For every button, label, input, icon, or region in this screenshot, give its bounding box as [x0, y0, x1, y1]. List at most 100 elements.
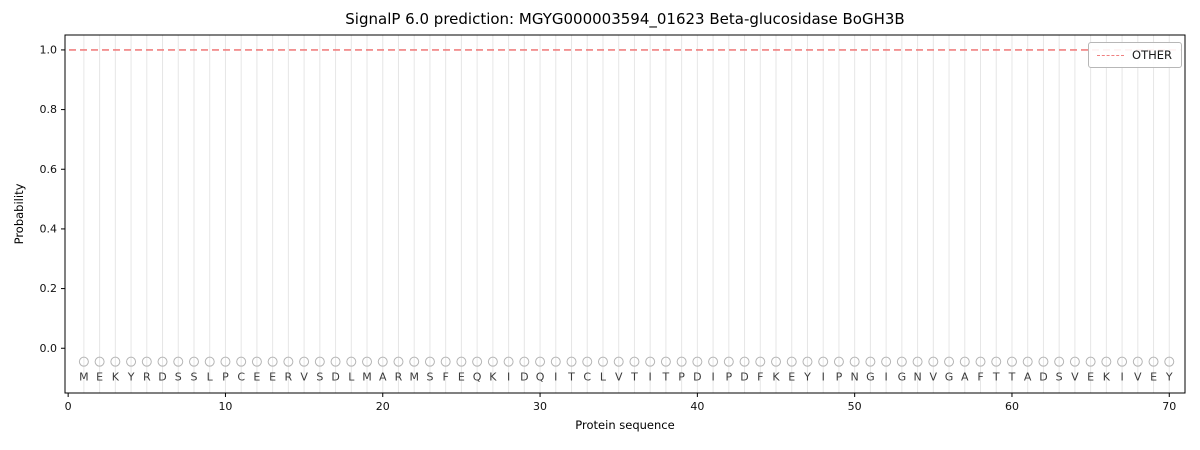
- residue-marker: [912, 356, 923, 367]
- residue-letter: D: [520, 371, 528, 384]
- residue-letter: P: [836, 371, 843, 384]
- residue-marker: [173, 356, 184, 367]
- residue-letter: P: [678, 371, 685, 384]
- residue-marker: [267, 356, 278, 367]
- residue-letter: D: [1039, 371, 1047, 384]
- svg-text:0.2: 0.2: [40, 282, 58, 295]
- residue-letter: S: [426, 371, 433, 384]
- residue-letter: F: [443, 371, 449, 384]
- residue-marker: [346, 356, 357, 367]
- residue-marker: [236, 356, 247, 367]
- svg-text:20: 20: [376, 400, 390, 413]
- residue-letter: A: [1024, 371, 1032, 384]
- residue-letter: M: [409, 371, 419, 384]
- svg-text:10: 10: [218, 400, 232, 413]
- residue-marker: [975, 356, 986, 367]
- residue-letter: D: [331, 371, 339, 384]
- legend-label-other: OTHER: [1132, 48, 1172, 62]
- residue-marker: [1069, 356, 1080, 367]
- residue-marker: [1101, 356, 1112, 367]
- residue-marker: [330, 356, 341, 367]
- residue-marker: [802, 356, 813, 367]
- residue-marker: [188, 356, 199, 367]
- x-axis-label: Protein sequence: [575, 418, 675, 432]
- residue-marker: [849, 356, 860, 367]
- residue-letter: I: [711, 371, 714, 384]
- residue-marker: [1164, 356, 1175, 367]
- residue-marker: [535, 356, 546, 367]
- residue-marker: [1085, 356, 1096, 367]
- residue-marker: [1054, 356, 1065, 367]
- residue-letter: C: [237, 371, 245, 384]
- residue-letter: S: [190, 371, 197, 384]
- residue-letter: K: [1103, 371, 1111, 384]
- chart-title: SignalP 6.0 prediction: MGYG000003594_01…: [345, 10, 905, 28]
- residue-letter: T: [630, 371, 638, 384]
- residue-letter: E: [458, 371, 465, 384]
- svg-text:70: 70: [1162, 400, 1176, 413]
- residue-letter: A: [961, 371, 969, 384]
- residue-marker: [377, 356, 388, 367]
- y-ticks: 0.0 0.2 0.4 0.6 0.8 1.0: [40, 43, 65, 355]
- residue-letter: G: [898, 371, 907, 384]
- residue-letter: L: [207, 371, 214, 384]
- residue-marker: [755, 356, 766, 367]
- residue-letter: T: [567, 371, 575, 384]
- residue-marker: [78, 356, 89, 367]
- residue-marker: [597, 356, 608, 367]
- residue-letter: M: [79, 371, 89, 384]
- residue-marker: [786, 356, 797, 367]
- gridlines: [83, 35, 1170, 393]
- residue-marker: [1038, 356, 1049, 367]
- residue-letter: Y: [127, 371, 135, 384]
- residue-letter: V: [1071, 371, 1079, 384]
- residue-marker: [409, 356, 420, 367]
- residue-letter: V: [300, 371, 308, 384]
- residue-marker: [865, 356, 876, 367]
- residue-marker: [126, 356, 137, 367]
- residue-marker: [1132, 356, 1143, 367]
- residue-letter: C: [583, 371, 591, 384]
- residue-marker: [1148, 356, 1159, 367]
- residue-marker: [519, 356, 530, 367]
- residue-marker: [708, 356, 719, 367]
- residue-marker: [613, 356, 624, 367]
- residue-letter: V: [615, 371, 623, 384]
- residue-marker: [220, 356, 231, 367]
- residue-letter: F: [757, 371, 763, 384]
- residue-marker: [723, 356, 734, 367]
- residue-marker: [881, 356, 892, 367]
- residue-marker: [1022, 356, 1033, 367]
- residue-letter: Y: [803, 371, 811, 384]
- residue-marker: [251, 356, 262, 367]
- svg-text:1.0: 1.0: [40, 43, 58, 56]
- residue-letter: L: [600, 371, 607, 384]
- residue-letter: I: [507, 371, 510, 384]
- residue-marker: [283, 356, 294, 367]
- residue-marker: [739, 356, 750, 367]
- residue-marker: [566, 356, 577, 367]
- residue-letter: D: [158, 371, 166, 384]
- svg-text:0.8: 0.8: [40, 103, 58, 116]
- residue-letter: N: [851, 371, 859, 384]
- residue-letter: I: [649, 371, 652, 384]
- residue-marker: [141, 356, 152, 367]
- residue-letter: T: [992, 371, 1000, 384]
- residue-marker: [818, 356, 829, 367]
- residue-marker: [94, 356, 105, 367]
- residue-marker: [896, 356, 907, 367]
- svg-text:30: 30: [533, 400, 547, 413]
- svg-text:0.0: 0.0: [40, 342, 58, 355]
- residue-marker: [928, 356, 939, 367]
- axes-box: [64, 34, 1186, 394]
- residue-marker: [771, 356, 782, 367]
- residue-letter: E: [788, 371, 795, 384]
- residue-marker: [204, 356, 215, 367]
- svg-text:0.4: 0.4: [40, 222, 58, 235]
- residue-letter: Q: [536, 371, 545, 384]
- legend: OTHER: [1088, 42, 1182, 68]
- residue-letter: E: [1150, 371, 1157, 384]
- residue-marker: [362, 356, 373, 367]
- x-ticks: 0 10 20 30 40 50 60 70: [65, 393, 1176, 413]
